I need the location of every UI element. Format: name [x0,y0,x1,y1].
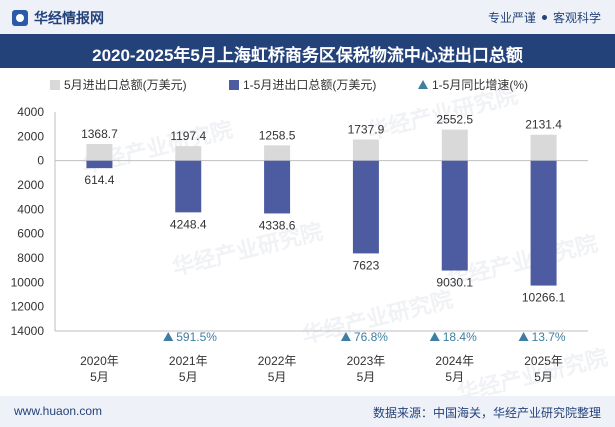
bar-monthly [352,139,379,161]
data-label-cumulative: 4248.4 [170,217,207,231]
brand-name: 华经情报网 [34,10,104,26]
growth-triangle-icon [429,332,440,341]
bar-cumulative [86,160,113,169]
x-tick-label: 5月 [179,370,198,384]
data-label-monthly: 2131.4 [525,118,562,132]
x-tick-label: 5月 [90,370,109,384]
y-tick-label: 2000 [17,129,44,143]
bar-monthly [264,145,291,161]
legend: 5月进出口总额(万美元) 1-5月进出口总额(万美元) 1-5月同比增速(%) [0,76,615,94]
growth-triangle-icon [340,332,351,341]
y-tick-label: 2000 [17,178,44,192]
bar-monthly [441,129,468,161]
bar-monthly [175,146,202,161]
tag-objective: 客观科学 [552,11,601,25]
website-link[interactable]: www.huaon.com [14,404,103,418]
data-source: 数据来源：中国海关，华经产业研究院整理 [372,406,601,420]
x-tick-label: 2023年 [347,354,386,368]
data-label-monthly: 1197.4 [170,129,206,143]
x-tick-label: 2025年 [524,354,563,368]
bar-cumulative [530,160,557,286]
legend-label-monthly: 5月进出口总额(万美元) [64,78,187,92]
legend-label-growth: 1-5月同比增速(%) [432,78,529,92]
data-label-cumulative: 9030.1 [436,276,473,290]
legend-swatch-monthly [50,80,60,90]
x-tick-label: 2020年 [80,354,119,368]
y-tick-label: 6000 [17,227,44,241]
dot-icon [541,15,547,20]
x-tick-label: 5月 [268,370,287,384]
data-label-growth: 18.4% [443,330,477,344]
chart-title: 2020-2025年5月上海虹桥商务区保税物流中心进出口总额 [92,46,523,65]
data-label-cumulative: 614.4 [84,173,114,187]
brand-logo-icon [12,10,28,26]
bar-monthly [86,144,113,161]
legend-swatch-cumulative [229,80,239,90]
brand: 华经情报网 [12,8,104,28]
data-label-monthly: 1737.9 [348,123,385,137]
data-label-growth: 13.7% [532,330,566,344]
tagline: 专业严谨 客观科学 [488,9,601,26]
data-label-growth: 591.5% [176,330,217,344]
tag-professional: 专业严谨 [487,11,536,25]
y-tick-label: 10000 [11,275,45,289]
triangle-icon [418,80,428,89]
bar-cumulative [175,160,202,213]
growth-triangle-icon [163,332,174,341]
x-tick-label: 5月 [357,370,376,384]
data-label-monthly: 1258.5 [259,128,296,142]
x-tick-label: 5月 [534,370,553,384]
bar-cumulative [441,160,468,271]
y-tick-label: 4000 [17,202,44,216]
y-tick-label: 0 [37,154,44,168]
data-label-monthly: 2552.5 [436,113,473,127]
x-tick-label: 5月 [445,370,464,384]
x-tick-label: 2024年 [435,354,474,368]
top-bar: 华经情报网 专业严谨 客观科学 [0,0,615,34]
growth-triangle-icon [518,332,529,341]
bar-cumulative [264,160,291,214]
y-tick-label: 4000 [17,105,44,119]
bar-cumulative [352,160,379,254]
title-bar: 2020-2025年5月上海虹桥商务区保税物流中心进出口总额 [0,34,615,68]
data-label-growth: 76.8% [354,330,388,344]
legend-item-cumulative: 1-5月进出口总额(万美元) [229,76,376,93]
data-label-cumulative: 4338.6 [259,218,296,232]
x-tick-label: 2022年 [258,354,297,368]
y-tick-label: 8000 [17,251,44,265]
legend-label-cumulative: 1-5月进出口总额(万美元) [243,78,377,92]
legend-item-growth: 1-5月同比增速(%) [418,76,528,93]
footer: www.huaon.com 数据来源：中国海关，华经产业研究院整理 [0,396,615,427]
data-label-cumulative: 10266.1 [522,291,566,305]
bar-monthly [530,134,557,161]
data-label-cumulative: 7623 [353,258,380,272]
legend-item-monthly: 5月进出口总额(万美元) [50,76,187,93]
y-tick-label: 12000 [11,300,45,314]
y-tick-label: 14000 [11,324,45,338]
x-tick-label: 2021年 [169,354,208,368]
data-label-monthly: 1368.7 [81,127,118,141]
